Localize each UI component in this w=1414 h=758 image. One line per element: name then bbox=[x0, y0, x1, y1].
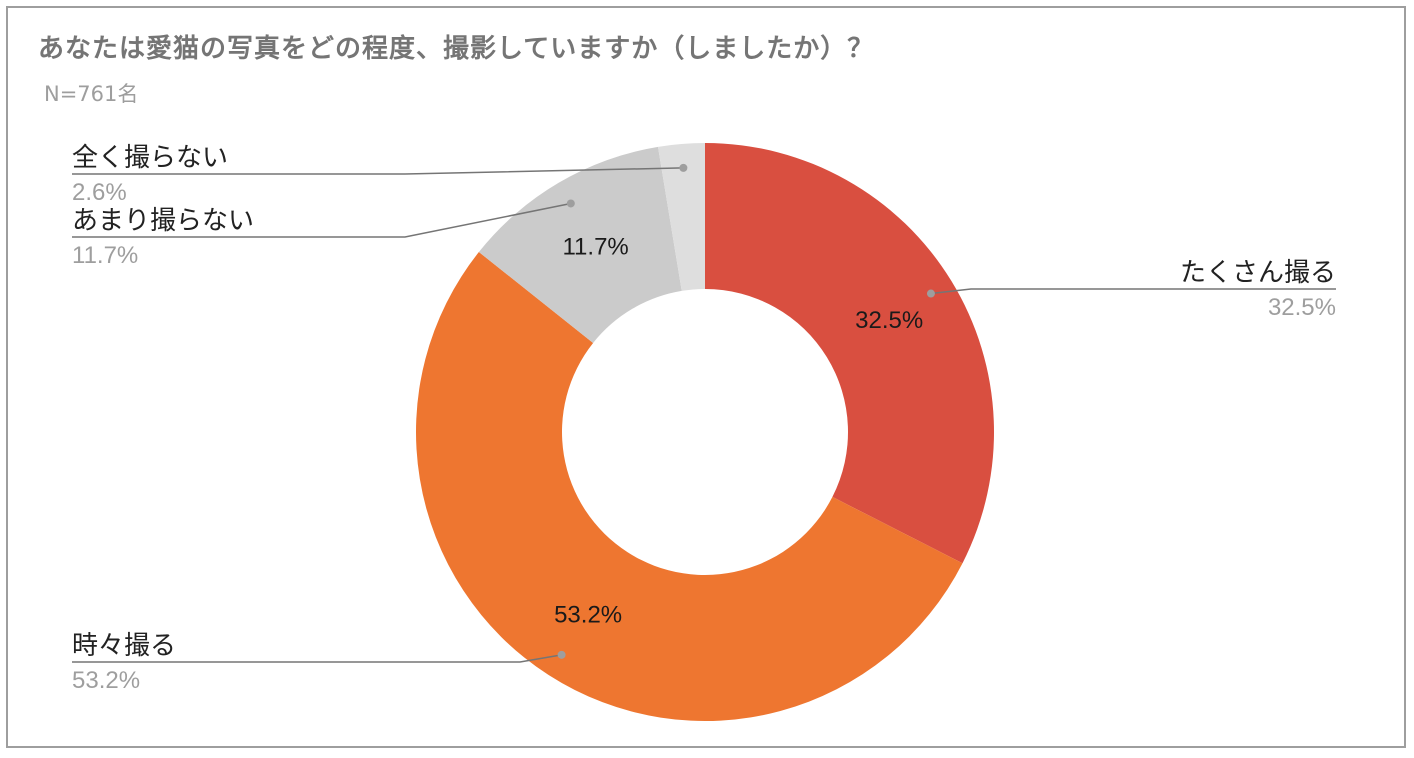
callout-category-label: あまり撮らない bbox=[72, 206, 254, 236]
donut-slices bbox=[416, 143, 994, 721]
callout-percent-label: 2.6% bbox=[72, 179, 127, 206]
callout-line bbox=[930, 288, 1336, 295]
callout-dot bbox=[926, 289, 935, 298]
donut-slice-3 bbox=[478, 146, 682, 343]
callout-percent-label: 53.2% bbox=[72, 667, 140, 694]
callout-line bbox=[72, 654, 562, 663]
slice-value-label: 53.2% bbox=[554, 602, 622, 629]
slice-value-label: 11.7% bbox=[562, 234, 628, 261]
chart-subtitle: N=761名 bbox=[44, 82, 139, 106]
callout-line bbox=[72, 202, 571, 238]
callout-category-label: 時々撮る bbox=[72, 631, 176, 661]
callout-dot bbox=[566, 199, 575, 208]
callout-percent-label: 11.7% bbox=[72, 242, 138, 269]
donut-slice-4 bbox=[657, 143, 705, 291]
callout-line bbox=[72, 167, 684, 175]
callout-category-label: 全く撮らない bbox=[72, 143, 228, 173]
slice-value-label: 32.5% bbox=[855, 307, 923, 334]
donut-slice-2 bbox=[416, 252, 963, 721]
callout-percent-label: 32.5% bbox=[1268, 294, 1336, 321]
callouts: たくさん撮る 32.5% 時々撮る 53.2% あまり撮らない 11.7% 全く撮らない 2.… bbox=[72, 143, 1336, 694]
callout-dot bbox=[679, 163, 688, 172]
slice-labels: 32.5% 53.2% 11.7% bbox=[554, 234, 923, 629]
callout-category-label: たくさん撮る bbox=[1180, 258, 1336, 288]
chart-title: あなたは愛猫の写真をどの程度、撮影していますか（しましたか）？ bbox=[38, 34, 875, 64]
callout-dot bbox=[557, 650, 566, 659]
donut-slice-1 bbox=[705, 143, 994, 564]
